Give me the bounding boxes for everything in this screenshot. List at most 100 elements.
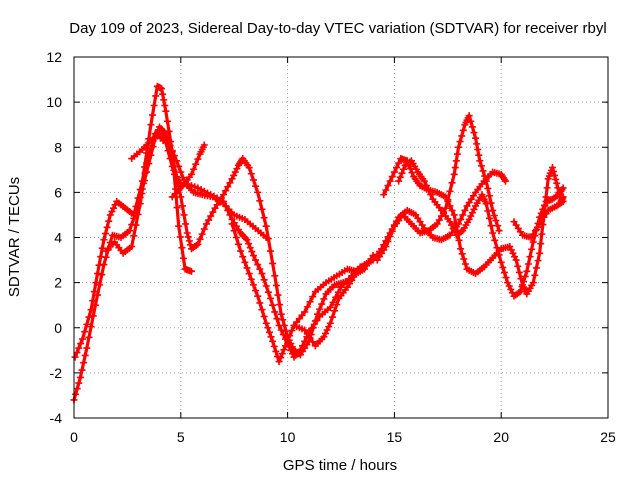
point-marker <box>512 256 520 264</box>
point-marker <box>269 259 277 267</box>
point-marker <box>228 220 236 228</box>
point-marker <box>184 233 192 241</box>
point-marker <box>168 193 176 201</box>
point-marker <box>272 347 280 355</box>
point-marker <box>396 173 404 181</box>
x-tick-label: 0 <box>70 429 78 445</box>
point-marker <box>320 295 328 303</box>
point-marker <box>472 134 480 142</box>
point-marker <box>128 243 136 251</box>
point-marker <box>493 222 501 230</box>
point-marker <box>520 277 528 285</box>
point-marker <box>73 385 81 393</box>
point-marker <box>77 340 85 348</box>
point-marker <box>222 187 230 195</box>
point-marker <box>468 123 476 131</box>
series-satellite-track-7 <box>290 168 509 329</box>
point-marker <box>393 164 401 172</box>
point-marker <box>500 268 508 276</box>
point-marker <box>474 146 482 154</box>
point-marker <box>301 326 309 334</box>
point-marker <box>138 190 146 198</box>
point-marker <box>559 197 567 205</box>
point-marker <box>187 182 195 190</box>
point-marker <box>247 275 255 283</box>
point-marker <box>553 179 561 187</box>
x-tick-label: 10 <box>280 429 296 445</box>
point-marker <box>382 243 390 251</box>
data-series <box>70 82 567 404</box>
series-satellite-track-5 <box>168 179 364 361</box>
axis-tick-labels: 0 5 10 15 20 25 -4 -2 0 2 4 6 8 10 12 <box>46 49 616 445</box>
point-marker <box>93 270 101 278</box>
point-marker <box>479 167 487 175</box>
y-tick-label: 6 <box>54 184 62 200</box>
point-marker <box>258 205 266 213</box>
point-marker <box>550 168 558 176</box>
point-marker <box>489 229 497 237</box>
point-marker <box>492 217 500 225</box>
point-marker <box>284 337 292 345</box>
point-marker <box>455 236 463 244</box>
point-marker <box>448 206 456 214</box>
point-marker <box>380 191 388 199</box>
point-marker <box>457 215 465 223</box>
point-marker <box>191 183 199 191</box>
point-marker <box>497 258 505 266</box>
point-marker <box>194 240 202 248</box>
point-marker <box>499 263 507 271</box>
point-marker <box>309 338 317 346</box>
series-line <box>72 125 354 402</box>
point-marker <box>87 306 95 314</box>
point-marker <box>90 288 98 296</box>
point-marker <box>495 227 503 235</box>
point-marker <box>166 155 174 163</box>
point-marker <box>152 92 160 100</box>
point-marker <box>482 200 490 208</box>
point-marker <box>254 188 262 196</box>
point-marker <box>180 211 188 219</box>
point-marker <box>245 164 253 172</box>
point-marker <box>270 342 278 350</box>
point-marker <box>484 184 492 192</box>
x-tick-label: 5 <box>177 429 185 445</box>
point-marker <box>303 330 311 338</box>
point-marker <box>252 287 260 295</box>
point-marker <box>456 138 464 146</box>
point-marker <box>529 279 537 287</box>
point-marker <box>267 333 275 341</box>
point-marker <box>164 147 172 155</box>
point-marker <box>73 349 81 357</box>
point-marker <box>450 170 458 178</box>
point-marker <box>306 334 314 342</box>
point-marker <box>399 165 407 173</box>
point-marker <box>528 245 536 253</box>
point-marker <box>467 117 475 125</box>
point-marker <box>192 160 200 168</box>
point-marker <box>313 316 321 324</box>
point-marker <box>551 171 559 179</box>
point-marker <box>207 212 215 220</box>
point-marker <box>100 236 108 244</box>
point-marker <box>384 182 392 190</box>
point-marker <box>448 179 456 187</box>
point-marker <box>286 332 294 340</box>
point-marker <box>139 179 147 187</box>
point-marker <box>559 184 567 192</box>
series-line <box>170 181 362 359</box>
y-tick-label: 4 <box>54 230 62 246</box>
point-marker <box>475 151 483 159</box>
point-marker <box>190 165 198 173</box>
point-marker <box>196 235 204 243</box>
point-marker <box>484 207 492 215</box>
point-marker <box>83 320 91 328</box>
point-marker <box>485 214 493 222</box>
point-marker <box>485 192 493 200</box>
point-marker <box>267 294 275 302</box>
point-marker <box>296 346 304 354</box>
point-marker <box>147 121 155 129</box>
point-marker <box>254 292 262 300</box>
point-marker <box>175 186 183 194</box>
point-marker <box>465 112 473 120</box>
